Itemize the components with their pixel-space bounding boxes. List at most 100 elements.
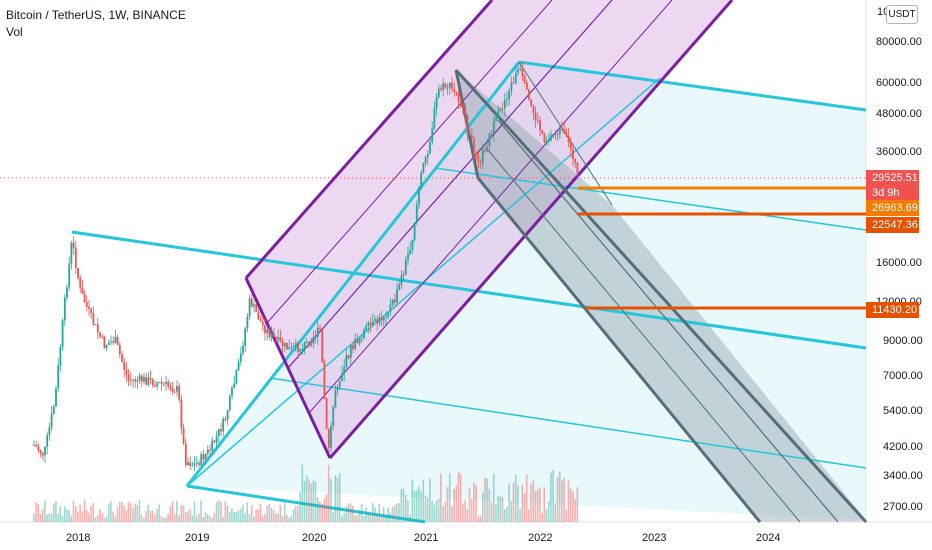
candle-body [420,172,423,188]
candle-body [426,153,429,158]
volume-bar [492,473,495,522]
volume-bar [503,508,506,522]
candle-body [334,390,337,408]
volume-bar [442,506,444,522]
candle-body [255,304,258,312]
candle-body [50,413,53,428]
volume-bar [365,507,367,522]
volume-bar [440,473,442,522]
volume-bar [363,515,365,522]
candle-body [279,337,282,342]
candle-body [147,377,150,385]
candle-body [468,134,471,136]
volume-bar [521,484,524,522]
volume-bar [376,514,378,522]
last-price-value: 29525.51 [872,172,918,184]
currency-button[interactable]: USDT [886,5,918,24]
candle-body [303,342,306,349]
volume-bar [275,513,277,522]
volume-bar [55,501,57,522]
candle-body [233,383,236,388]
candle-body [374,319,376,322]
candle-body [156,382,159,387]
candle-body [547,140,550,142]
time-axis: 2018 2019 2020 2021 2022 2023 2024 [66,532,780,544]
volume-bar [160,516,163,522]
volume-bar [323,498,326,522]
candle-body [281,341,284,347]
volume-bar [136,505,139,522]
volume-bar [574,499,576,522]
volume-bar [488,489,491,522]
volume-bar [244,513,246,522]
volume-indicator-label[interactable]: Vol [6,25,23,39]
candle-body [33,444,35,446]
candle-body [391,299,394,305]
volume-bar [202,517,205,522]
candle-body [132,379,134,381]
candle-body [354,339,357,350]
time-tick: 2019 [185,532,209,544]
candle-body [239,353,242,362]
candle-body [440,88,442,91]
candle-body [455,92,458,94]
candle-body [116,337,119,345]
candle-body [74,247,77,269]
volume-bar [41,509,44,522]
volume-bar [459,474,462,522]
candle-body [446,87,449,89]
volume-bar [446,487,449,522]
candle-body [367,322,370,326]
candle-body [398,284,401,290]
candle-body [521,68,524,77]
candle-body [429,142,431,154]
volume-bar [404,494,407,522]
candle-body [301,348,304,350]
candle-body [187,462,189,466]
volume-bar [129,503,132,522]
level-value: 11430.20 [872,304,918,316]
candle-body [488,133,491,147]
candle-body [574,159,577,163]
candle-body [134,379,137,382]
volume-bar [512,483,515,522]
volume-bar [481,493,484,522]
volume-bar [272,509,275,522]
symbol-title[interactable]: Bitcoin / TetherUS, 1W, BINANCE [6,8,186,22]
candle-body [464,107,467,116]
candle-body [198,462,200,465]
candle-body [497,111,500,117]
volume-bar [319,501,321,522]
volume-bar [253,516,255,522]
candle-body [158,381,161,383]
volume-bar [552,470,554,522]
volume-bar [264,513,266,522]
candle-body [154,385,156,387]
candle-body [319,327,321,330]
volume-bar [143,517,145,522]
candle-body [508,90,511,99]
volume-bar [561,480,563,522]
volume-bar [79,504,81,522]
volume-bar [396,503,398,522]
volume-bar [103,517,106,522]
volume-bar [169,506,172,522]
volume-bar [547,501,550,522]
volume-bar [330,478,332,522]
candle-body [103,336,106,348]
candle-body [110,341,112,343]
volume-bar [292,509,295,522]
volume-bar [310,483,312,522]
candle-body [503,100,506,109]
candle-body [534,113,537,121]
candle-body [68,263,71,288]
volume-bar [327,464,330,522]
volume-bar [211,517,213,522]
price-tick: 60000.00 [876,77,922,89]
volume-bar [360,504,363,522]
price-tick: 48000.00 [876,108,922,120]
volume-bar [145,510,147,522]
candle-body [257,311,260,320]
volume-bar [409,515,411,522]
